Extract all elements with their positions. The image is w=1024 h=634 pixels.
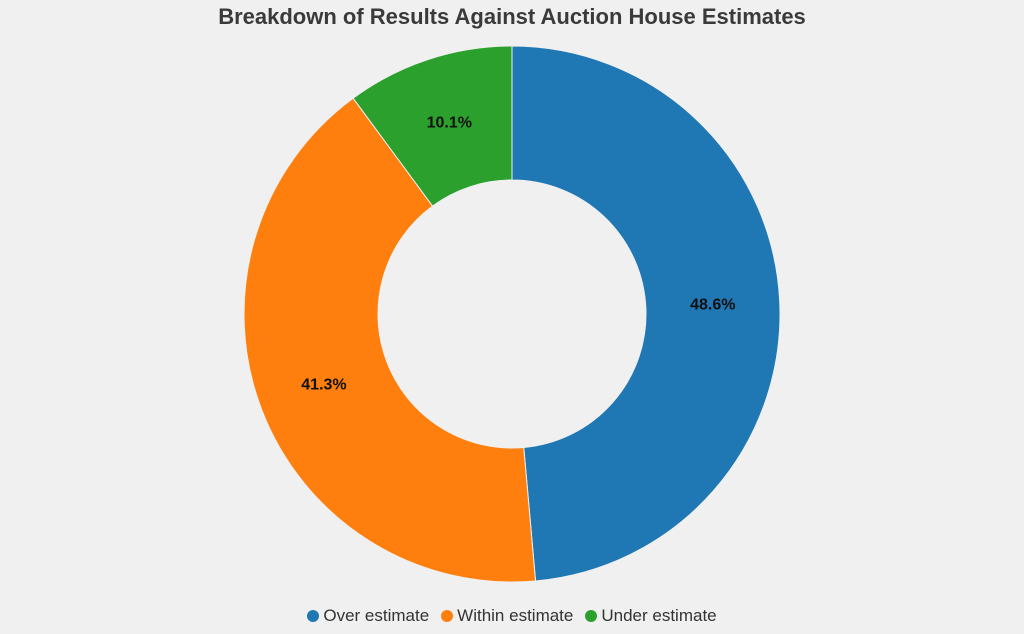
legend-label-within-estimate: Within estimate bbox=[457, 606, 574, 625]
slice-under-estimate[interactable] bbox=[352, 45, 513, 207]
legend-label-over-estimate: Over estimate bbox=[323, 606, 430, 625]
slice-label-within-estimate: 41.3% bbox=[301, 377, 346, 394]
donut-slices bbox=[243, 45, 781, 583]
legend-swatch-within-estimate bbox=[441, 610, 454, 622]
slice-label-under-estimate: 10.1% bbox=[427, 115, 472, 132]
legend-item-over-estimate[interactable]: Over estimate bbox=[307, 606, 429, 626]
slice-label-over-estimate: 48.6% bbox=[690, 297, 735, 314]
donut-labels: 48.6% 41.3% 10.1% bbox=[301, 115, 735, 394]
legend-label-under-estimate: Under estimate bbox=[601, 606, 717, 625]
legend-swatch-over-estimate bbox=[307, 610, 320, 622]
slice-within-estimate[interactable] bbox=[243, 97, 537, 583]
legend: Over estimate Within estimate Under esti… bbox=[0, 606, 1024, 626]
legend-item-under-estimate[interactable]: Under estimate bbox=[585, 606, 717, 626]
legend-item-within-estimate[interactable]: Within estimate bbox=[441, 606, 573, 626]
legend-swatch-under-estimate bbox=[585, 610, 598, 622]
slice-over-estimate[interactable] bbox=[511, 45, 781, 582]
chart-title: Breakdown of Results Against Auction Hou… bbox=[218, 4, 806, 29]
